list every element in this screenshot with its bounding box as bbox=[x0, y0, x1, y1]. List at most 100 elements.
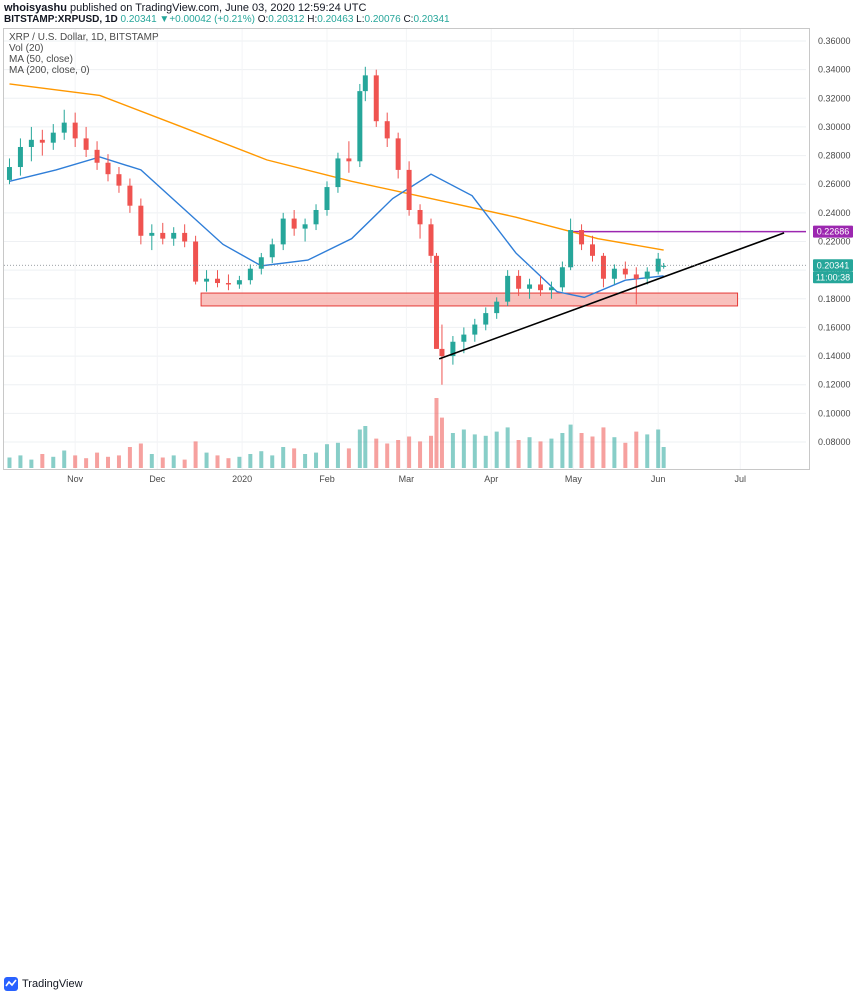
chart-pane-frame bbox=[3, 28, 810, 470]
volume-bar bbox=[560, 433, 565, 468]
volume-bar bbox=[324, 444, 329, 468]
volume-bar bbox=[590, 436, 595, 468]
candle-body bbox=[127, 185, 133, 206]
volume-bar bbox=[84, 458, 89, 468]
volume-bar bbox=[461, 429, 466, 468]
volume-bar bbox=[204, 452, 209, 468]
candle-body bbox=[204, 278, 210, 282]
volume-bar bbox=[7, 457, 12, 468]
candle-body bbox=[439, 348, 445, 357]
tradingview-brand[interactable]: TradingView bbox=[22, 978, 83, 990]
candle-body bbox=[72, 122, 78, 139]
candle-body bbox=[302, 224, 308, 229]
candle-body bbox=[516, 275, 522, 289]
x-tick-label: Nov bbox=[67, 474, 84, 484]
volume-bar bbox=[601, 427, 606, 468]
volume-bar bbox=[292, 448, 297, 468]
volume-bar bbox=[73, 455, 78, 468]
volume-bar bbox=[439, 417, 444, 468]
candle-body bbox=[280, 218, 286, 245]
volume-bar bbox=[516, 440, 521, 468]
volume-bar bbox=[407, 436, 412, 468]
volume-bar bbox=[505, 427, 510, 468]
x-tick-label: Feb bbox=[319, 474, 335, 484]
y-tick-label: 0.18000 bbox=[818, 294, 851, 304]
y-tick-label: 0.16000 bbox=[818, 322, 851, 332]
volume-bar bbox=[418, 441, 423, 468]
candle-body bbox=[450, 341, 456, 357]
volume-bar bbox=[237, 456, 242, 468]
volume-bar bbox=[51, 456, 56, 468]
candle-body bbox=[633, 274, 639, 279]
volume-bar bbox=[661, 447, 666, 468]
candle-body bbox=[335, 158, 341, 188]
candle-body bbox=[362, 75, 368, 92]
open-label: O: bbox=[257, 14, 269, 25]
high-value: 0.20463 bbox=[317, 14, 354, 25]
candle-body bbox=[373, 75, 379, 122]
last-price-label: 0.20341 bbox=[817, 260, 850, 270]
price-chart[interactable]: 0.36000 0.34000 0.32000 0.30000 0.28000 0.260… bbox=[0, 0, 860, 509]
candle-body bbox=[258, 257, 264, 269]
volume-bar bbox=[645, 434, 650, 468]
volume-bar bbox=[138, 443, 143, 468]
candle-body bbox=[417, 209, 423, 225]
volume-bar bbox=[434, 398, 439, 468]
ma50-line bbox=[9, 156, 664, 299]
candle-body bbox=[313, 209, 319, 225]
published-text: published on TradingView.com, June 03, 2… bbox=[70, 2, 367, 14]
legend-ma50[interactable]: MA (50, close) bbox=[9, 54, 73, 65]
candle-body bbox=[116, 174, 122, 186]
candle-body bbox=[548, 287, 554, 291]
tradingview-logo-icon[interactable] bbox=[4, 977, 18, 991]
low-value: 0.20076 bbox=[364, 14, 401, 25]
volume-bar bbox=[303, 454, 308, 468]
ohlc-line: BITSTAMP:XRPUSD, 1D 0.20341 ▼+0.00042 (+… bbox=[4, 14, 450, 25]
y-tick-label: 0.36000 bbox=[818, 36, 851, 46]
legend-ma200[interactable]: MA (200, close, 0) bbox=[9, 65, 90, 76]
y-tick-label: 0.08000 bbox=[818, 437, 851, 447]
volume-bar bbox=[215, 455, 220, 468]
candle-body bbox=[105, 162, 111, 175]
candle-body bbox=[589, 244, 595, 256]
author-name[interactable]: whoisyashu bbox=[4, 2, 67, 14]
volume-bar bbox=[259, 451, 264, 468]
countdown-label: 11:00:38 bbox=[816, 272, 850, 282]
volume-bar bbox=[483, 435, 488, 468]
volume-bar bbox=[634, 431, 639, 468]
candle-body bbox=[160, 232, 166, 239]
candle-body bbox=[324, 187, 330, 210]
y-tick-label: 0.10000 bbox=[818, 408, 851, 418]
candle-body bbox=[384, 121, 390, 139]
candle-body bbox=[50, 132, 56, 143]
candle-body bbox=[611, 268, 617, 279]
candle-body bbox=[39, 139, 45, 143]
legend-volume[interactable]: Vol (20) bbox=[9, 43, 44, 54]
candle-body bbox=[600, 255, 606, 279]
candle-body bbox=[225, 283, 231, 285]
volume-bar bbox=[127, 447, 132, 468]
candle-body bbox=[494, 301, 500, 314]
volume-bar bbox=[281, 447, 286, 468]
x-tick-label: Apr bbox=[484, 474, 498, 484]
volume-bar bbox=[656, 429, 661, 468]
candle-body bbox=[644, 271, 650, 279]
candle-body bbox=[94, 149, 100, 163]
volume-bar bbox=[248, 454, 253, 468]
y-tick-label: 0.14000 bbox=[818, 351, 851, 361]
volume-bar bbox=[18, 455, 23, 468]
volume-bar bbox=[29, 459, 34, 468]
candle-body bbox=[428, 224, 434, 256]
y-tick-label: 0.26000 bbox=[818, 179, 851, 189]
open-value: 0.20312 bbox=[268, 14, 305, 25]
volume-bar bbox=[579, 433, 584, 468]
candle-body bbox=[346, 158, 352, 162]
volume-bar bbox=[357, 429, 362, 468]
candle-body bbox=[568, 230, 574, 268]
y-tick-label: 0.32000 bbox=[818, 93, 851, 103]
y-tick-label: 0.28000 bbox=[818, 151, 851, 161]
candle-body bbox=[483, 313, 489, 325]
volume-bar bbox=[568, 424, 573, 468]
last-price-label-bg bbox=[813, 259, 853, 272]
candle-body bbox=[537, 284, 543, 291]
